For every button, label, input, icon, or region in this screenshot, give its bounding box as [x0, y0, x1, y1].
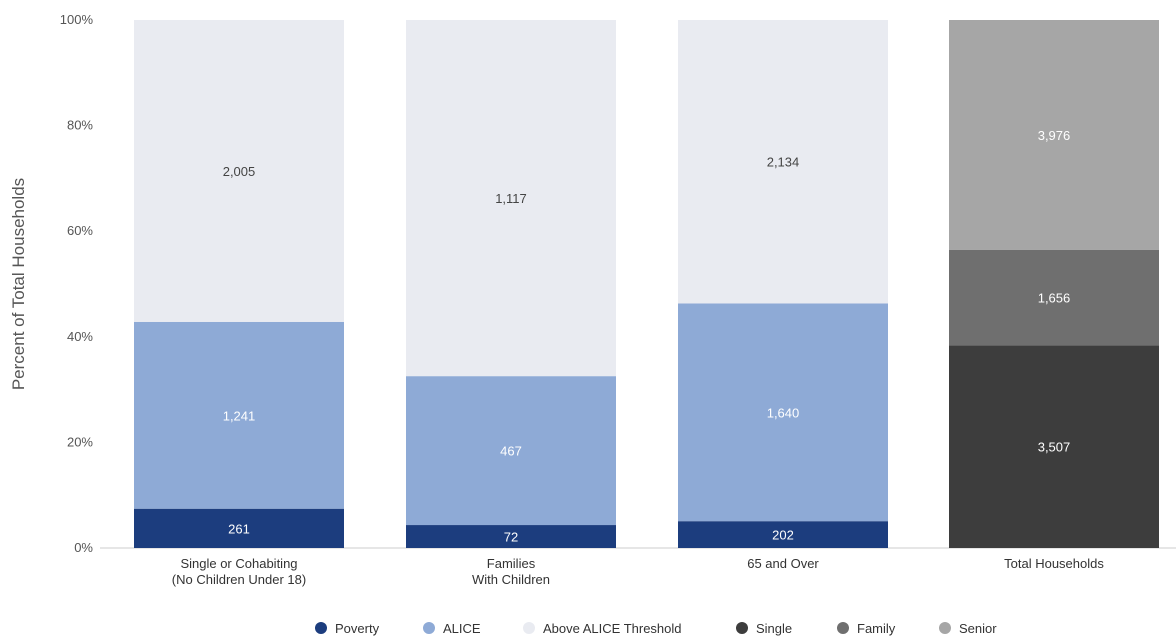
- bar-segment: [406, 525, 616, 548]
- bar-segment: [134, 321, 344, 509]
- category-label: Families With Children: [472, 556, 550, 587]
- bar-segment: [134, 20, 344, 322]
- bar-segment: [678, 20, 888, 304]
- legend-swatch: [939, 622, 951, 634]
- bar-value-label: 467: [500, 444, 522, 459]
- y-tick-label: 100%: [60, 12, 94, 27]
- legend-label: Poverty: [335, 621, 380, 636]
- bar-segment: [406, 376, 616, 526]
- bar-value-label: 3,507: [1038, 440, 1071, 455]
- bars: 261 1,241 2,005 72 467 1,117 202 1,640 2,134 3,50…: [134, 20, 1159, 548]
- legend-item: Poverty: [315, 621, 380, 636]
- bar-segment: [949, 345, 1159, 548]
- bar-stack: 72 467 1,117: [406, 20, 616, 548]
- y-tick-label: 60%: [67, 223, 93, 238]
- bar-stack: 261 1,241 2,005: [134, 20, 344, 548]
- category-label: 65 and Over: [747, 556, 819, 571]
- bar-segment: [406, 20, 616, 377]
- bar-value-label: 72: [504, 530, 518, 545]
- legend-swatch: [837, 622, 849, 634]
- legend: Poverty ALICE Above ALICE Threshold Single F…: [315, 621, 997, 636]
- legend-item: Family: [837, 621, 896, 636]
- bar-segment: [949, 20, 1159, 250]
- legend-swatch: [523, 622, 535, 634]
- legend-item: Senior: [939, 621, 997, 636]
- legend-label: Above ALICE Threshold: [543, 621, 682, 636]
- legend-label: Family: [857, 621, 896, 636]
- bar-value-label: 2,005: [223, 164, 256, 179]
- y-axis-title: Percent of Total Households: [9, 178, 28, 390]
- bar-value-label: 3,976: [1038, 128, 1071, 143]
- category-label: Total Households: [1004, 556, 1104, 571]
- bar-stack: 202 1,640 2,134: [678, 20, 888, 548]
- legend-label: Senior: [959, 621, 997, 636]
- bar-segment: [949, 249, 1159, 346]
- bar-value-label: 2,134: [767, 155, 800, 170]
- bar-value-label: 1,117: [495, 191, 527, 206]
- bar-value-label: 1,640: [767, 405, 800, 420]
- bar-segment: [678, 303, 888, 522]
- category-label: Single or Cohabiting (No Children Under 1…: [172, 556, 306, 587]
- bar-stack: 3,507 1,656 3,976: [949, 20, 1159, 548]
- x-axis-labels: Single or Cohabiting (No Children Under 1…: [172, 556, 1105, 587]
- legend-item: ALICE: [423, 621, 481, 636]
- bar-segment: [134, 508, 344, 548]
- y-tick-label: 0%: [74, 540, 93, 555]
- legend-swatch: [423, 622, 435, 634]
- bar-value-label: 1,241: [223, 408, 256, 423]
- legend-label: ALICE: [443, 621, 481, 636]
- y-tick-label: 80%: [67, 118, 93, 133]
- bar-value-label: 202: [772, 528, 794, 543]
- legend-item: Above ALICE Threshold: [523, 621, 682, 636]
- legend-item: Single: [736, 621, 792, 636]
- bar-value-label: 261: [228, 521, 250, 536]
- y-tick-label: 20%: [67, 434, 93, 449]
- legend-label: Single: [756, 621, 792, 636]
- legend-swatch: [315, 622, 327, 634]
- y-tick-label: 40%: [67, 329, 93, 344]
- bar-segment: [678, 521, 888, 548]
- bar-value-label: 1,656: [1038, 291, 1071, 306]
- legend-swatch: [736, 622, 748, 634]
